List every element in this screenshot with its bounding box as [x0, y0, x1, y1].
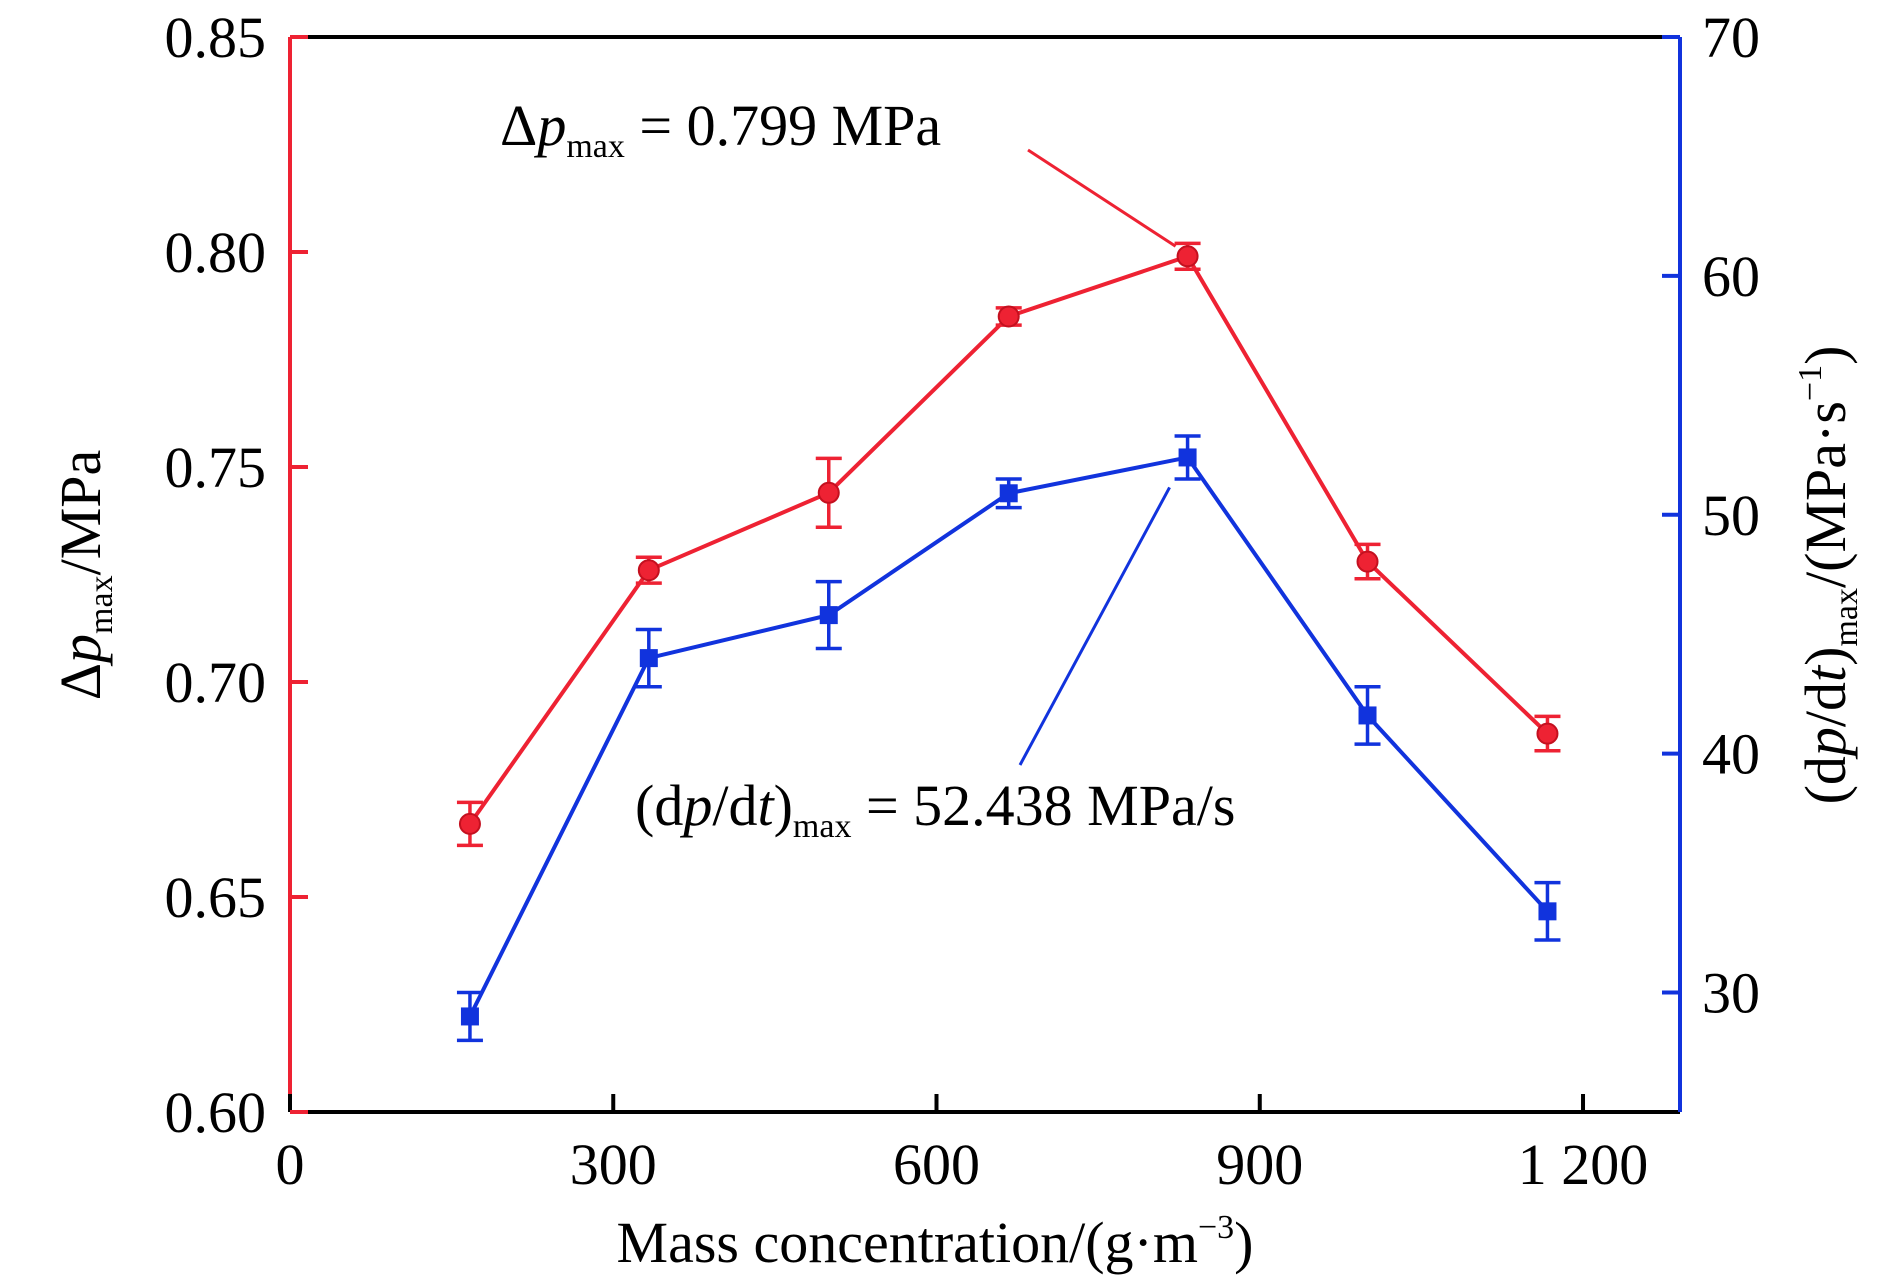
data-point [999, 484, 1018, 503]
data-point [1176, 245, 1199, 268]
right-y-tick-label: 60 [1702, 244, 1760, 309]
left-y-tick-label: 0.80 [165, 220, 267, 285]
annotation-leader-pressure [1027, 148, 1177, 248]
data-point [819, 606, 838, 625]
right-y-tick-label: 70 [1702, 5, 1760, 70]
series-line [468, 455, 1549, 1018]
right-y-tick-label: 40 [1702, 722, 1760, 787]
left-y-tick-label: 0.85 [165, 5, 267, 70]
data-point [639, 649, 658, 668]
data-point [1178, 448, 1197, 467]
x-tick-label: 300 [570, 1132, 657, 1197]
annotation-rate-max: (dp/dt)max = 52.438 MPa/s [635, 773, 1235, 845]
data-point [1538, 902, 1557, 921]
left-y-tick-label: 0.70 [165, 650, 267, 715]
data-point [1356, 550, 1379, 573]
x-tick-label: 600 [893, 1132, 980, 1197]
left-y-tick-label: 0.75 [165, 435, 267, 500]
left-y-axis-title: Δpmax/MPa [48, 450, 120, 701]
data-point [817, 481, 840, 504]
x-tick-label: 0 [276, 1132, 305, 1197]
data-point [458, 812, 481, 835]
annotation-leader-rate [1018, 486, 1171, 766]
data-point [1358, 706, 1377, 725]
x-tick-label: 1 200 [1518, 1132, 1649, 1197]
left-y-tick-label: 0.60 [165, 1080, 267, 1145]
right-y-tick-label: 50 [1702, 483, 1760, 548]
right-y-ticks: 30 40 50 60 70 [1662, 5, 1760, 1026]
data-point [637, 559, 660, 582]
data-point [997, 305, 1020, 328]
annotation-pressure-max: Δpmax = 0.799 MPa [500, 93, 941, 165]
x-tick-label: 900 [1216, 1132, 1303, 1197]
x-ticks: 0 300 600 900 1 200 [276, 1094, 1649, 1197]
right-y-tick-label: 30 [1702, 961, 1760, 1026]
data-point [1536, 722, 1559, 745]
left-y-tick-label: 0.65 [165, 865, 267, 930]
plot-area [456, 241, 1561, 1043]
series-line [468, 253, 1549, 826]
right-y-axis-title: (dp/dt)max/(MPa·s−1) [1792, 346, 1865, 805]
left-y-ticks: 0.60 0.65 0.70 0.75 0.80 0.85 [165, 5, 308, 1145]
x-axis-title: Mass concentration/(g·m−3) [617, 1209, 1254, 1275]
data-point [460, 1007, 479, 1026]
